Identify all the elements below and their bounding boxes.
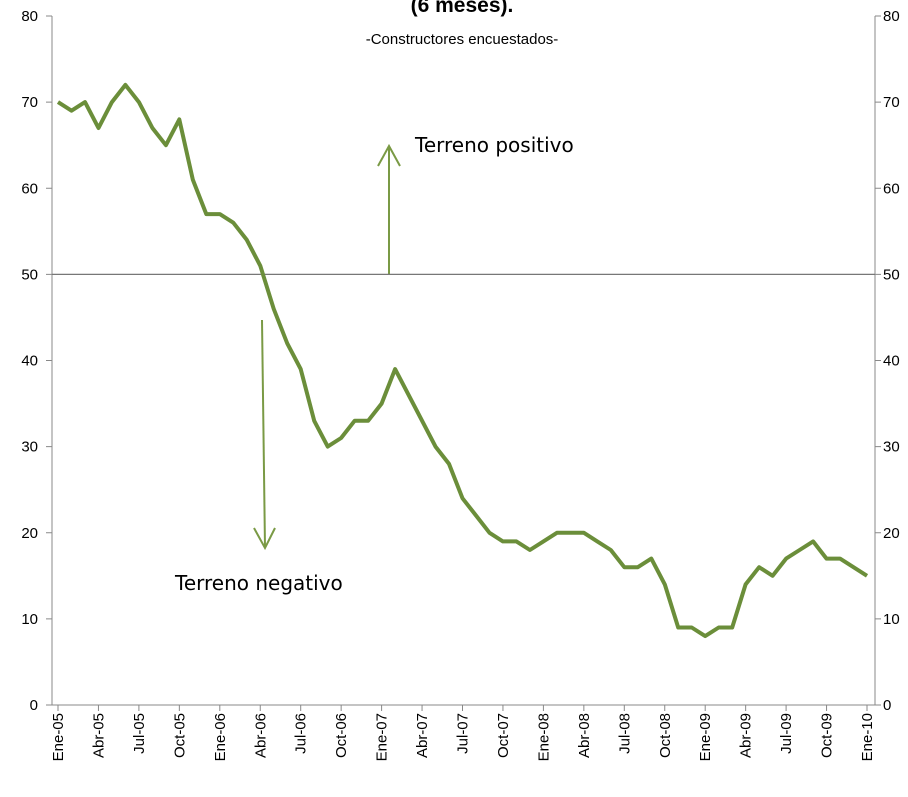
x-tick-label: Abr-07 xyxy=(414,713,431,758)
chart-title: (6 meses). xyxy=(411,0,514,17)
x-tick-label: Oct-08 xyxy=(657,713,674,758)
y-tick-label: 80 xyxy=(21,8,38,25)
x-tick-label: Oct-05 xyxy=(171,713,188,758)
y2-tick-label: 80 xyxy=(883,8,900,25)
x-tick-label: Oct-06 xyxy=(333,713,350,758)
arrows xyxy=(253,143,401,551)
y2-tick-label: 10 xyxy=(883,611,900,628)
x-tick-label: Ene-10 xyxy=(859,713,876,761)
y-tick-label: 60 xyxy=(21,180,38,197)
y-tick-label: 70 xyxy=(21,94,38,111)
y-tick-label: 10 xyxy=(21,611,38,628)
x-tick-label: Abr-08 xyxy=(576,713,593,758)
annotation: Terreno negativo xyxy=(174,571,343,595)
x-tick-label: Jul-09 xyxy=(778,713,795,754)
y2-tick-label: 70 xyxy=(883,94,900,111)
x-tick-label: Oct-09 xyxy=(819,713,836,758)
x-tick-label: Oct-07 xyxy=(495,713,512,758)
x-tick-label: Abr-06 xyxy=(252,713,269,758)
chart-subtitle: -Constructores encuestados- xyxy=(366,31,559,48)
x-tick-label: Ene-09 xyxy=(697,713,714,761)
x-tick-label: Abr-09 xyxy=(738,713,755,758)
line-series xyxy=(56,82,869,639)
y2-tick-label: 60 xyxy=(883,180,900,197)
x-tick-label: Ene-05 xyxy=(50,713,67,761)
x-tick-label: Ene-06 xyxy=(212,713,229,761)
y2-tick-label: 40 xyxy=(883,353,900,370)
y2-tick-label: 30 xyxy=(883,439,900,456)
x-tick-label: Jul-06 xyxy=(293,713,310,754)
y-tick-label: 0 xyxy=(30,697,38,714)
y2-tick-label: 50 xyxy=(883,266,900,283)
x-tick-label: Jul-08 xyxy=(616,713,633,754)
x-tick-label: Abr-05 xyxy=(90,713,107,758)
y2-tick-label: 20 xyxy=(883,525,900,542)
y-tick-label: 50 xyxy=(21,266,38,283)
x-tick-label: Ene-08 xyxy=(535,713,552,761)
x-tick-label: Jul-07 xyxy=(455,713,472,754)
y-tick-label: 20 xyxy=(21,525,38,542)
y-tick-label: 40 xyxy=(21,353,38,370)
x-tick-label: Jul-05 xyxy=(131,713,148,754)
x-tick-label: Ene-07 xyxy=(374,713,391,761)
annotation: Terreno positivo xyxy=(414,133,574,157)
y-tick-label: 30 xyxy=(21,439,38,456)
y2-tick-label: 0 xyxy=(883,697,891,714)
